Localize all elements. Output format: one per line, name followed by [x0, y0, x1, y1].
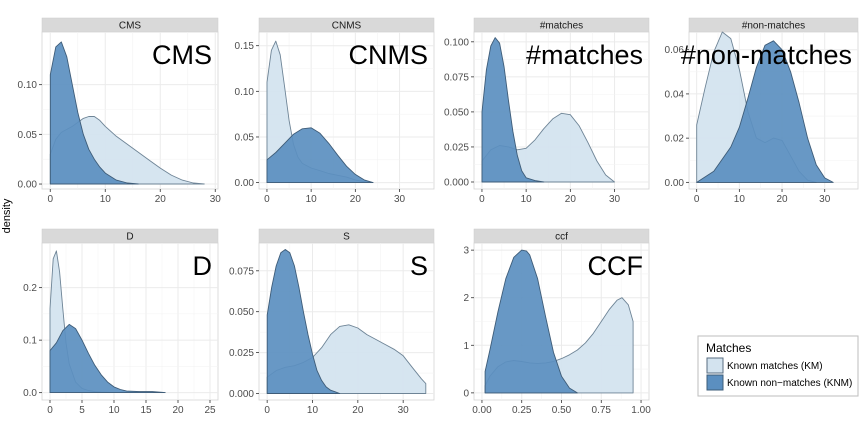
legend-key-known-non-matches [706, 374, 724, 391]
density-area-known-non-matches [484, 249, 578, 394]
legend-key-known-matches [706, 357, 724, 374]
density-area-known-non-matches [696, 40, 834, 183]
x-tick-label: 20 [172, 405, 184, 416]
x-tick-label: 15 [140, 405, 152, 416]
grid-lines [42, 32, 218, 189]
panel-big-label: D [193, 251, 213, 281]
y-tick-label: 0.02 [665, 134, 685, 145]
panel-s: S S 0 10 20 30 0.000 0.025 0.050 0.075 [229, 228, 435, 416]
x-tick-label: 20 [776, 194, 788, 205]
y-tick-label: 0.00 [18, 180, 38, 191]
x-tick-label: 0 [264, 405, 270, 416]
y-tick-label: 0.100 [444, 37, 469, 48]
x-tick-label: 10 [306, 194, 318, 205]
y-tick-label: 0.025 [444, 142, 469, 153]
x-tick-label: 10 [521, 194, 533, 205]
x-tick-label: 30 [398, 405, 410, 416]
panel-big-label: CMS [152, 40, 212, 70]
y-tick-label: 0.000 [444, 177, 469, 188]
density-area-known-non-matches [481, 37, 545, 183]
x-tick-label: 10 [734, 194, 746, 205]
y-tick-label: 0.00 [235, 178, 255, 189]
x-tick-label: 0 [47, 405, 53, 416]
y-tick-label: 0.075 [229, 266, 254, 277]
facet-strip-title: #non-matches [742, 21, 805, 32]
facet-strip-title: #matches [540, 21, 583, 32]
x-tick-label: 20 [352, 405, 364, 416]
x-tick-label: 5 [79, 405, 85, 416]
density-area-known-non-matches [266, 249, 341, 394]
y-tick-label: 3 [463, 246, 469, 257]
legend-title: Matches [706, 341, 751, 355]
x-tick-label: 0.75 [592, 405, 612, 416]
y-tick-label: 0.025 [229, 348, 254, 359]
x-tick-label: 0.00 [472, 405, 492, 416]
x-tick-label: 0.50 [552, 405, 572, 416]
facet-strip-title: D [126, 232, 133, 243]
y-tick-label: 0.2 [23, 283, 37, 294]
y-tick-label: 0.050 [229, 307, 254, 318]
x-tick-label: 0 [264, 194, 270, 205]
x-tick-label: 10 [108, 405, 120, 416]
x-tick-label: 10 [307, 405, 319, 416]
x-tick-label: 0 [47, 194, 53, 205]
y-axis-label: density [1, 198, 13, 233]
panel-matches: #matches #matches 0 10 20 30 0.000 0.025 0.050 0.… [444, 17, 650, 205]
panel-cms: CMS CMS 0 10 20 30 0.00 0.05 0.10 [18, 17, 222, 205]
x-tick-label: 30 [210, 194, 222, 205]
x-tick-label: 20 [350, 194, 362, 205]
panel-d: D D 0 5 10 15 20 25 0.0 0.1 0.2 [23, 228, 219, 416]
legend-label-known-non-matches: Known non−matches (KNM) [727, 378, 852, 389]
y-tick-label: 0.075 [444, 72, 469, 83]
facet-strip-title: ccf [555, 232, 568, 243]
x-tick-label: 0.25 [512, 405, 532, 416]
x-tick-label: 10 [100, 194, 112, 205]
y-tick-label: 0.10 [235, 87, 255, 98]
y-tick-label: 0.05 [235, 132, 255, 143]
panel-non-matches: #non-matches #non-matches 0 10 20 30 0.00 0.02 0… [665, 17, 859, 205]
x-tick-label: 25 [204, 405, 216, 416]
x-tick-label: 20 [565, 194, 577, 205]
y-tick-label: 0.15 [235, 41, 255, 52]
y-tick-label: 0.050 [444, 107, 469, 118]
y-tick-label: 0.10 [18, 80, 38, 91]
density-area-known-non-matches [266, 127, 374, 184]
x-tick-label: 0 [694, 194, 700, 205]
panel-big-label: S [410, 251, 428, 281]
y-tick-label: 0.04 [665, 89, 685, 100]
facet-strip-title: CMS [119, 21, 142, 32]
x-tick-label: 30 [609, 194, 621, 205]
panel-big-label: #non-matches [681, 40, 852, 70]
x-tick-label: 0 [479, 194, 485, 205]
facet-strip-title: CNMS [332, 21, 362, 32]
panel-big-label: CCF [588, 251, 644, 281]
x-tick-label: 1.00 [631, 405, 651, 416]
y-tick-label: 0.0 [23, 388, 37, 399]
legend-label-known-matches: Known matches (KM) [727, 361, 823, 372]
y-tick-label: 0.00 [665, 178, 685, 189]
y-tick-label: 2 [463, 293, 469, 304]
y-tick-label: 0.1 [23, 336, 37, 347]
y-tick-label: 0.06 [665, 45, 685, 56]
y-tick-label: 0.000 [229, 389, 254, 400]
x-tick-label: 30 [819, 194, 831, 205]
legend-box [697, 335, 859, 397]
facet-strip-title: S [343, 232, 350, 243]
panel-big-label: #matches [526, 40, 643, 70]
density-area-known-non-matches [49, 41, 139, 185]
panel-cnms: CNMS CNMS 0 10 20 30 0.00 0.05 0.10 0.15 [235, 17, 435, 205]
x-tick-label: 20 [155, 194, 167, 205]
legend: Matches Known matches (KM) Known non−mat… [697, 335, 859, 397]
x-tick-label: 30 [394, 194, 406, 205]
y-tick-label: 0.05 [18, 130, 38, 141]
panel-ccf: ccf CCF 0.00 0.25 0.50 0.75 1.00 0 1 2 3 [463, 228, 651, 416]
y-tick-label: 0 [463, 388, 469, 399]
panel-big-label: CNMS [349, 40, 429, 70]
y-tick-label: 1 [463, 341, 469, 352]
density-area-known-non-matches [49, 323, 166, 394]
